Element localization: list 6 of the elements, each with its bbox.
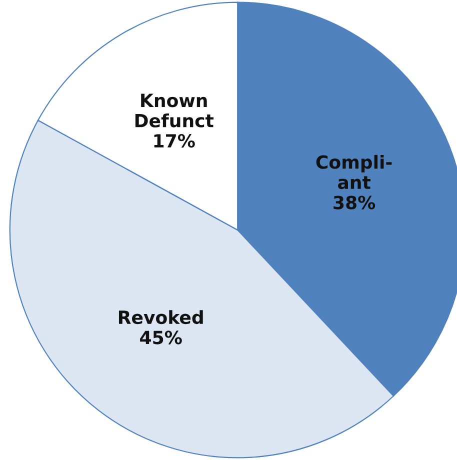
data-label: 17% xyxy=(154,134,195,148)
data-label: 45% xyxy=(140,330,182,344)
slice-label: Revoked xyxy=(118,310,203,324)
slice-label: Known Defunct xyxy=(135,94,214,128)
slice-label: Compli- ant xyxy=(316,154,392,190)
data-label: 38% xyxy=(334,196,376,210)
